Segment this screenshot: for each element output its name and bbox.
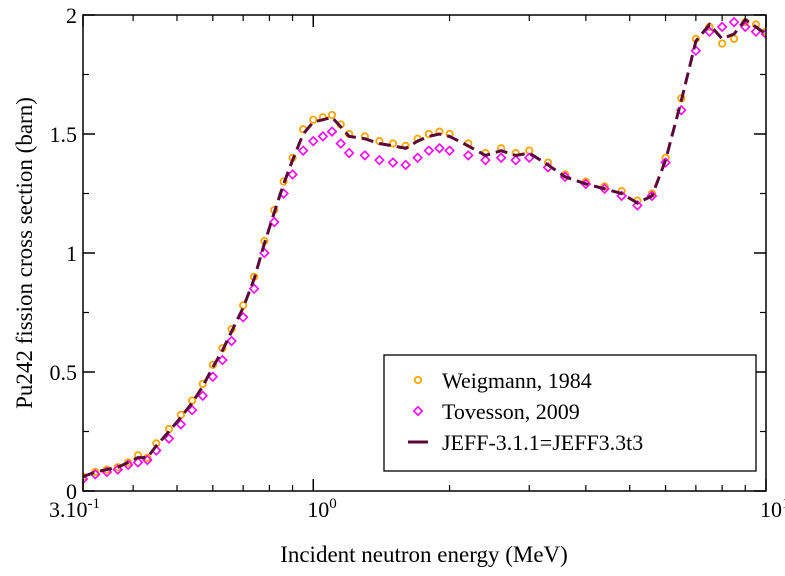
x-tick-label: 3.10-1	[49, 496, 100, 522]
legend-label: JEFF-3.1.1=JEFF3.3t3	[442, 430, 643, 455]
data-point-tovesson	[632, 200, 643, 211]
data-point-weigmann	[424, 129, 433, 139]
y-tick-label: 0	[66, 479, 77, 504]
legend-box	[383, 354, 757, 472]
x-axis-label: Incident neutron energy (MeV)	[280, 542, 568, 567]
data-point-tovesson	[374, 154, 385, 166]
legend-label: Tovesson, 2009	[442, 399, 580, 424]
y-axis-label: Pu242 fission cross section (barn)	[12, 97, 37, 409]
series-line-jeff	[83, 17, 766, 479]
data-point-tovesson	[728, 16, 740, 28]
data-point-tovesson	[434, 142, 445, 154]
ticks-layer: 3.10-1 100 101 0 0.5 1 1.5 2	[49, 3, 785, 522]
data-point-tovesson	[690, 45, 702, 57]
series-2	[83, 17, 766, 479]
y-tick-label: 1	[66, 241, 77, 266]
data-point-weigmann	[198, 379, 207, 388]
legend: Weigmann, 1984 Tovesson, 2009 JEFF-3.1.1=J…	[383, 354, 757, 472]
data-point-tovesson	[343, 147, 355, 159]
data-point-weigmann	[208, 360, 217, 369]
series-0	[83, 18, 766, 481]
y-tick-label: 0.5	[50, 360, 78, 385]
data-point-tovesson	[287, 169, 298, 180]
data-point-weigmann	[309, 115, 318, 124]
data-point-tovesson	[112, 464, 124, 475]
data-point-tovesson	[163, 433, 175, 444]
legend-entries: Weigmann, 1984 Tovesson, 2009 JEFF-3.1.1=J…	[408, 368, 643, 455]
data-point-tovesson	[132, 457, 144, 468]
data-point-tovesson	[412, 152, 423, 164]
legend-marker-tovesson	[412, 405, 424, 417]
data-point-tovesson	[175, 419, 187, 430]
data-point-tovesson	[268, 216, 280, 228]
data-point-weigmann	[718, 39, 727, 48]
data-point-tovesson	[259, 247, 270, 259]
data-point-tovesson	[480, 154, 491, 166]
data-point-weigmann	[388, 139, 398, 148]
series-layer	[83, 16, 766, 485]
x-tick-label: 100	[307, 496, 337, 522]
legend-label: Weigmann, 1984	[442, 368, 592, 393]
y-tick-label: 1.5	[50, 122, 78, 147]
data-point-tovesson	[317, 131, 329, 142]
data-point-tovesson	[716, 21, 728, 33]
data-point-tovesson	[217, 354, 228, 366]
data-point-weigmann	[327, 110, 337, 120]
data-point-tovesson	[226, 335, 237, 347]
data-point-tovesson	[495, 152, 507, 164]
data-point-tovesson	[616, 190, 628, 202]
x-tick-label: 101	[760, 496, 785, 522]
data-point-tovesson	[462, 150, 474, 161]
data-point-weigmann	[279, 177, 288, 186]
data-point-tovesson	[646, 190, 658, 202]
data-point-tovesson	[444, 145, 455, 156]
y-tick-label: 2	[66, 3, 77, 28]
data-point-tovesson	[423, 145, 435, 156]
data-point-tovesson	[83, 473, 89, 485]
data-point-tovesson	[197, 390, 209, 402]
data-point-tovesson	[326, 126, 338, 137]
legend-marker-weigmann	[413, 375, 423, 385]
data-point-tovesson	[660, 157, 671, 168]
data-point-tovesson	[335, 138, 347, 149]
data-point-tovesson	[387, 157, 399, 168]
data-point-tovesson	[510, 154, 522, 166]
data-point-tovesson	[307, 135, 319, 147]
data-point-tovesson	[297, 145, 309, 156]
data-point-tovesson	[359, 150, 371, 161]
data-point-tovesson	[400, 159, 412, 171]
data-point-tovesson	[248, 283, 260, 295]
